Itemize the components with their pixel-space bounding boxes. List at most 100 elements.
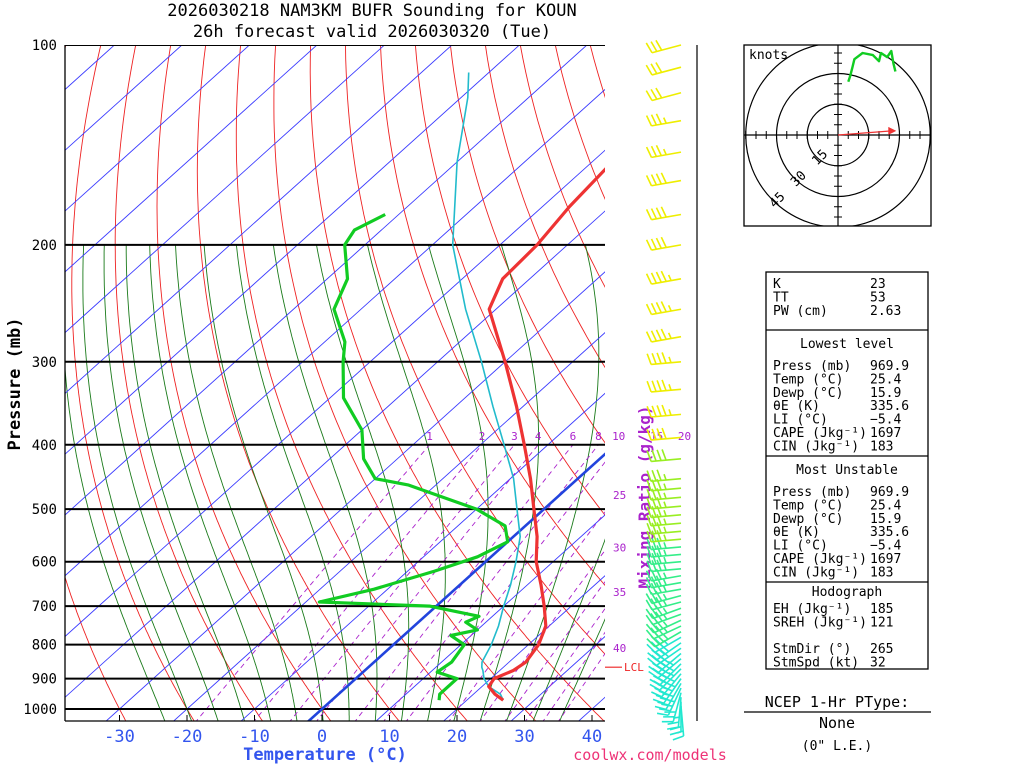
wind-barb bbox=[646, 40, 681, 52]
stat-pw-label: PW (cm) bbox=[773, 304, 828, 319]
mixing-ratio-side-label: 30 bbox=[613, 542, 626, 555]
mixing-ratio-label: 8 bbox=[595, 430, 602, 443]
pressure-grid bbox=[65, 45, 605, 709]
mixing-ratio-side-label: 35 bbox=[613, 586, 626, 599]
wind-barb bbox=[647, 271, 681, 284]
isotherm-line bbox=[0, 30, 266, 723]
hodograph-stat-row-value: 32 bbox=[870, 656, 886, 671]
temp-tick-label: -10 bbox=[239, 727, 270, 747]
hodograph-stats-title: Hodograph bbox=[812, 585, 882, 600]
ptype-value: None bbox=[819, 714, 855, 732]
temp-tick-label: -30 bbox=[104, 727, 135, 747]
most-unstable-title: Most Unstable bbox=[796, 463, 898, 478]
moist-adiabat-line bbox=[236, 245, 349, 723]
mixing-ratio-label: 4 bbox=[535, 430, 542, 443]
pressure-tick-label: 400 bbox=[32, 438, 57, 454]
x-axis-label: Temperature (°C) bbox=[243, 745, 407, 765]
most-unstable-row-value: 183 bbox=[870, 565, 893, 580]
isotherm-line bbox=[0, 30, 468, 723]
isotherm-line bbox=[0, 30, 401, 723]
ptype-title: NCEP 1-Hr PType: bbox=[765, 693, 910, 711]
mixing-ratio-line bbox=[448, 445, 657, 723]
pressure-tick-label: 200 bbox=[32, 238, 57, 254]
wind-barb bbox=[647, 145, 681, 157]
temp-tick-label: 30 bbox=[514, 727, 534, 747]
hodograph-stat-row-label: StmSpd (kt) bbox=[773, 656, 859, 671]
moist-adiabat-line bbox=[150, 245, 272, 723]
temp-tick-label: 40 bbox=[582, 727, 602, 747]
title-line-1: 2026030218 NAM3KM BUFR Sounding for KOUN bbox=[167, 1, 576, 21]
footer-credit: coolwx.com/models bbox=[573, 746, 727, 764]
mixing-ratio-label: 20 bbox=[678, 430, 691, 443]
ptype-accum: (0" L.E.) bbox=[802, 739, 872, 754]
pressure-tick-label: 100 bbox=[32, 38, 57, 54]
isotherm-line bbox=[0, 30, 671, 723]
mixing-ratio-label: 2 bbox=[479, 430, 486, 443]
wind-barb bbox=[647, 352, 681, 364]
wind-barb bbox=[647, 173, 681, 186]
pressure-tick-label: 1000 bbox=[23, 702, 57, 718]
isotherm-line bbox=[0, 30, 536, 723]
wind-barb bbox=[647, 207, 681, 220]
wind-barb bbox=[647, 380, 681, 392]
isotherm-line bbox=[0, 30, 738, 723]
dry-adiabat-line bbox=[197, 30, 400, 723]
dry-adiabat-line bbox=[157, 30, 332, 723]
most-unstable-row-label: CIN (Jkg⁻¹) bbox=[773, 565, 859, 580]
dry-adiabat-line bbox=[72, 30, 196, 723]
temp-tick-label: -20 bbox=[172, 727, 203, 747]
mixing-ratio-side-label: 40 bbox=[613, 642, 626, 655]
pressure-tick-label: 700 bbox=[32, 599, 57, 615]
title-line-2: 26h forecast valid 2026030320 (Tue) bbox=[193, 22, 551, 42]
dry-adiabat-line bbox=[380, 30, 743, 723]
lowest-level-row-value: 183 bbox=[870, 439, 893, 454]
mixing-ratio-side-label: 25 bbox=[613, 489, 626, 502]
moist-adiabat-line bbox=[176, 245, 298, 723]
isotherm-line bbox=[0, 30, 333, 723]
wind-barb bbox=[647, 237, 681, 250]
temp-tick-label: 0 bbox=[317, 727, 327, 747]
dry-adiabat-line bbox=[1000, 30, 1024, 723]
lowest-level-title: Lowest level bbox=[800, 337, 894, 352]
mixing-ratio-line bbox=[289, 445, 515, 723]
wind-barb bbox=[647, 114, 681, 126]
moist-adiabat-line bbox=[273, 245, 377, 723]
pressure-tick-label: 600 bbox=[32, 555, 57, 571]
moist-adiabat-line bbox=[104, 245, 219, 723]
dry-adiabat-line bbox=[115, 30, 264, 723]
dry-adiabat-line bbox=[274, 30, 538, 723]
dry-adiabat-line bbox=[966, 30, 1024, 723]
wind-barb bbox=[646, 88, 681, 100]
ptype-panel: NCEP 1-Hr PType: None (0" L.E.) bbox=[744, 693, 931, 754]
mixing-ratio-label: 1 bbox=[426, 430, 433, 443]
pressure-tick-label: 500 bbox=[32, 502, 57, 518]
wind-barbs bbox=[646, 40, 683, 740]
pressure-tick-label: 900 bbox=[32, 672, 57, 688]
axes: 1002003004005006007008009001000-30-20-10… bbox=[23, 38, 644, 747]
y-axis-label: Pressure (mb) bbox=[5, 317, 25, 450]
hodograph-stat-row-value: 121 bbox=[870, 615, 893, 630]
lcl-label: LCL bbox=[624, 661, 644, 674]
wind-barb bbox=[647, 302, 681, 315]
temp-tick-label: 20 bbox=[447, 727, 467, 747]
moist-adiabat-line bbox=[506, 245, 599, 723]
pressure-tick-label: 300 bbox=[32, 355, 57, 371]
wind-barb bbox=[647, 329, 681, 342]
mixing-ratio-axis-label: Mixing Ratio (g/kg) bbox=[635, 405, 654, 588]
mixing-ratio-label: 3 bbox=[511, 430, 518, 443]
isotherm-line bbox=[0, 30, 198, 723]
mixing-ratio-label: 10 bbox=[612, 430, 625, 443]
stat-pw-value: 2.63 bbox=[870, 304, 901, 319]
temp-tick-label: 10 bbox=[379, 727, 399, 747]
mixing-ratio-label: 6 bbox=[570, 430, 577, 443]
isotherm-line bbox=[0, 30, 603, 723]
dry-adiabat-line bbox=[931, 30, 1024, 723]
hodograph-units: knots bbox=[749, 48, 788, 63]
mixing-ratio-line bbox=[315, 445, 538, 723]
isotherm-line bbox=[441, 30, 1024, 723]
hodograph-stat-row-label: SREH (Jkg⁻¹) bbox=[773, 615, 867, 630]
pressure-tick-label: 800 bbox=[32, 638, 57, 654]
moist-adiabat-line bbox=[126, 245, 245, 723]
